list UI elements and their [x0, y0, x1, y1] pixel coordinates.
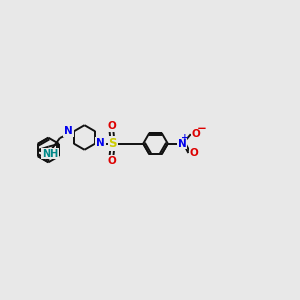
Text: O: O — [189, 148, 198, 158]
Text: S: S — [109, 137, 117, 150]
Text: O: O — [108, 156, 116, 166]
Text: N: N — [96, 138, 105, 148]
Text: N: N — [64, 126, 73, 136]
Text: O: O — [108, 121, 116, 131]
Text: O: O — [192, 129, 200, 139]
Text: NH: NH — [42, 149, 58, 159]
Text: +: + — [181, 133, 189, 142]
Text: −: − — [197, 122, 207, 135]
Text: N: N — [178, 139, 186, 148]
